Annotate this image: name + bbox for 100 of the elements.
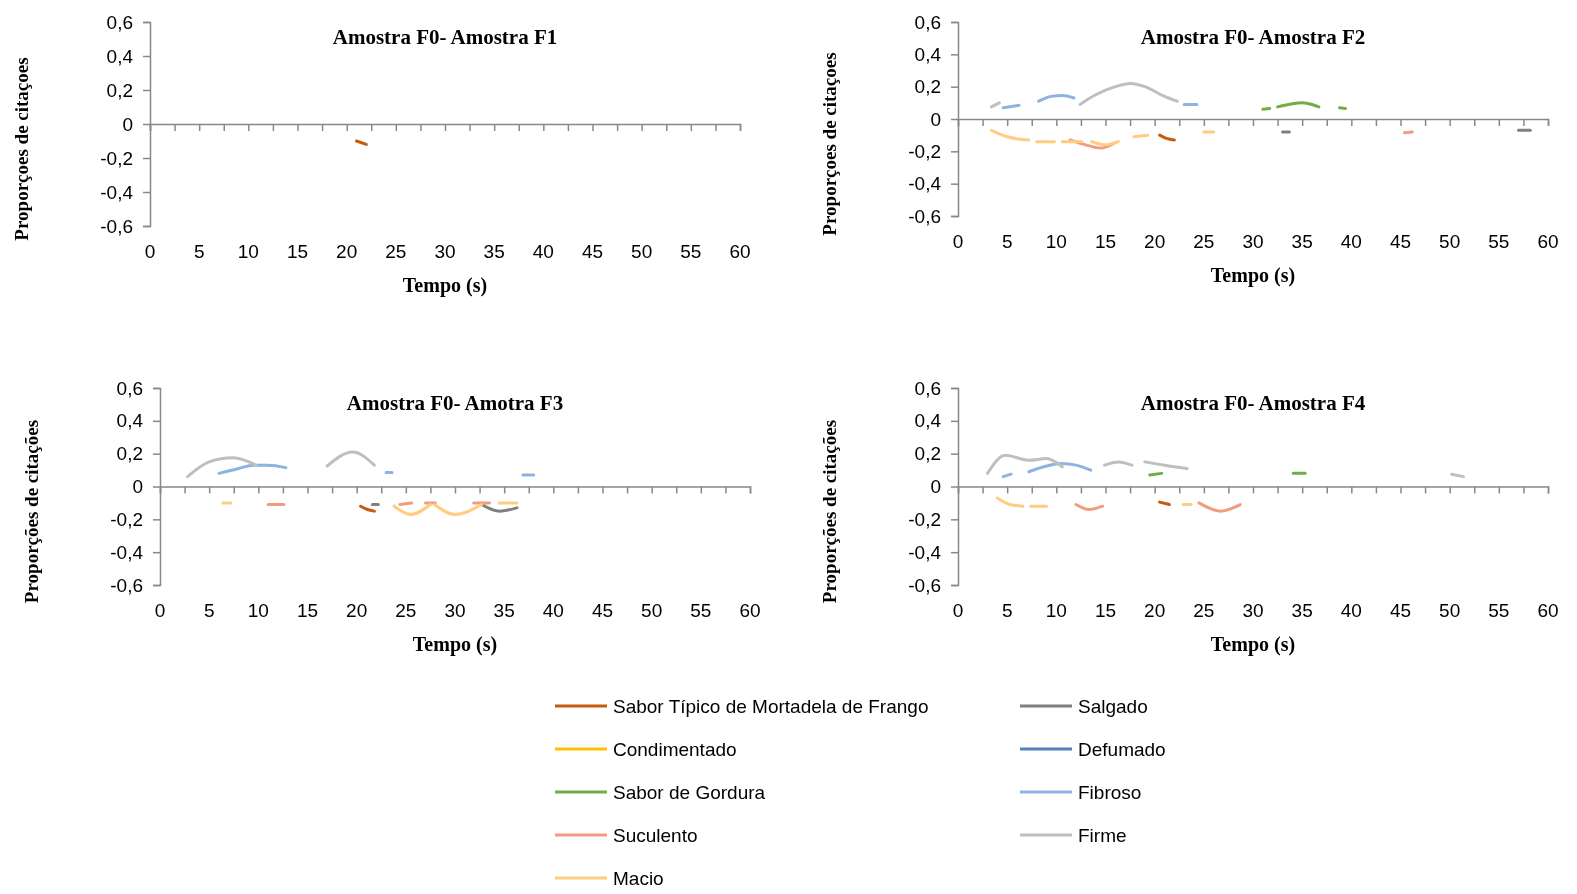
y-tick-label: 0,6 <box>914 11 941 33</box>
legend-label: Sabor Típico de Mortadela de Frango <box>613 696 929 717</box>
x-tick-label: 55 <box>1488 600 1510 621</box>
x-tick-label: 45 <box>1389 600 1412 621</box>
y-tick-label: 0,2 <box>116 443 143 465</box>
x-tick-label: 35 <box>493 600 515 621</box>
x-tick-label: 40 <box>1340 600 1362 621</box>
chart-title: Amostra F0- Amotra F3 <box>346 391 564 415</box>
x-tick-label: 20 <box>1144 600 1166 621</box>
y-axis-title: Proporções de citações <box>819 419 840 604</box>
x-tick-label: 45 <box>1389 231 1412 252</box>
x-tick-label: 30 <box>1242 600 1264 621</box>
x-axis-title: Tempo (s) <box>412 633 498 656</box>
x-tick-label: 20 <box>1144 231 1166 252</box>
y-tick-label: 0 <box>930 108 941 130</box>
y-tick-label: -0,4 <box>908 173 942 195</box>
legend-label: Sabor de Gordura <box>613 782 766 803</box>
y-tick-label: -0,4 <box>100 181 134 203</box>
x-axis-title: Tempo (s) <box>1210 633 1296 656</box>
x-tick-label: 40 <box>542 600 564 621</box>
x-tick-label: 15 <box>286 241 309 262</box>
y-tick-label: 0 <box>132 476 143 498</box>
x-tick-label: 35 <box>1291 600 1313 621</box>
y-tick-label: 0 <box>930 476 941 498</box>
x-tick-label: 60 <box>739 600 761 621</box>
x-tick-label: 0 <box>154 600 166 621</box>
x-tick-label: 50 <box>1439 600 1461 621</box>
x-tick-label: 55 <box>1488 231 1510 252</box>
x-tick-label: 60 <box>1537 231 1559 252</box>
x-tick-label: 20 <box>336 241 358 262</box>
x-tick-label: 60 <box>729 241 751 262</box>
chart-title: Amostra F0- Amostra F1 <box>332 25 558 49</box>
x-tick-label: 10 <box>237 241 259 262</box>
y-axis-title: Proporçoes de citaçoes <box>819 52 840 236</box>
y-tick-label: -0,6 <box>908 574 941 596</box>
x-tick-label: 5 <box>203 600 215 621</box>
y-tick-label: -0,6 <box>100 215 133 237</box>
x-tick-label: 30 <box>444 600 466 621</box>
y-tick-label: -0,6 <box>908 205 941 227</box>
x-tick-label: 35 <box>1291 231 1313 252</box>
y-tick-label: 0,4 <box>914 410 942 432</box>
x-tick-label: 10 <box>247 600 269 621</box>
legend-label: Defumado <box>1078 739 1166 760</box>
x-tick-label: 5 <box>1001 231 1013 252</box>
y-tick-label: 0,6 <box>116 377 143 399</box>
x-tick-label: 25 <box>395 600 417 621</box>
x-axis-title: Tempo (s) <box>1210 264 1296 287</box>
chart-title: Amostra F0- Amostra F4 <box>1140 391 1366 415</box>
y-tick-label: -0,4 <box>908 541 942 563</box>
x-tick-label: 15 <box>296 600 319 621</box>
x-tick-label: 5 <box>1001 600 1013 621</box>
y-tick-label: 0,2 <box>914 443 941 465</box>
x-axis-title: Tempo (s) <box>402 274 488 297</box>
x-tick-label: 0 <box>952 231 964 252</box>
x-tick-label: 0 <box>952 600 964 621</box>
x-tick-label: 15 <box>1094 231 1117 252</box>
legend-label: Suculento <box>613 825 698 846</box>
x-tick-label: 60 <box>1537 600 1559 621</box>
y-tick-label: 0,2 <box>914 76 941 98</box>
y-tick-label: 0 <box>122 113 133 135</box>
chart-title: Amostra F0- Amostra F2 <box>1140 25 1366 49</box>
y-tick-label: -0,2 <box>100 147 133 169</box>
legend-label: Firme <box>1078 825 1127 846</box>
x-tick-label: 10 <box>1045 231 1067 252</box>
x-tick-label: 15 <box>1094 600 1117 621</box>
legend-label: Condimentado <box>613 739 737 760</box>
y-tick-label: -0,2 <box>908 508 941 530</box>
y-tick-label: -0,4 <box>110 541 144 563</box>
x-tick-label: 40 <box>1340 231 1362 252</box>
x-tick-label: 25 <box>385 241 407 262</box>
y-tick-label: 0,4 <box>106 45 134 67</box>
x-tick-label: 30 <box>1242 231 1264 252</box>
y-tick-label: -0,2 <box>110 508 143 530</box>
y-tick-label: 0,4 <box>116 410 144 432</box>
legend-label: Macio <box>613 868 664 889</box>
x-tick-label: 50 <box>641 600 663 621</box>
x-tick-label: 35 <box>483 241 505 262</box>
x-tick-label: 55 <box>680 241 702 262</box>
x-tick-label: 25 <box>1193 231 1215 252</box>
y-tick-label: 0,6 <box>106 11 133 33</box>
x-tick-label: 55 <box>690 600 712 621</box>
legend-label: Fibroso <box>1078 782 1142 803</box>
x-tick-label: 25 <box>1193 600 1215 621</box>
y-axis-title: Proporções de citações <box>21 419 42 604</box>
x-tick-label: 50 <box>1439 231 1461 252</box>
x-tick-label: 5 <box>193 241 205 262</box>
y-tick-label: -0,2 <box>908 140 941 162</box>
x-tick-label: 45 <box>591 600 614 621</box>
x-tick-label: 20 <box>346 600 368 621</box>
x-tick-label: 50 <box>631 241 653 262</box>
x-tick-label: 40 <box>532 241 554 262</box>
x-tick-label: 30 <box>434 241 456 262</box>
y-tick-label: 0,2 <box>106 79 133 101</box>
y-tick-label: 0,6 <box>914 377 941 399</box>
y-tick-label: -0,6 <box>110 574 143 596</box>
x-tick-label: 45 <box>581 241 604 262</box>
y-axis-title: Proporçoes de citaçoes <box>11 57 32 241</box>
y-tick-label: 0,4 <box>914 43 942 65</box>
x-tick-label: 10 <box>1045 600 1067 621</box>
legend-label: Salgado <box>1078 696 1148 717</box>
